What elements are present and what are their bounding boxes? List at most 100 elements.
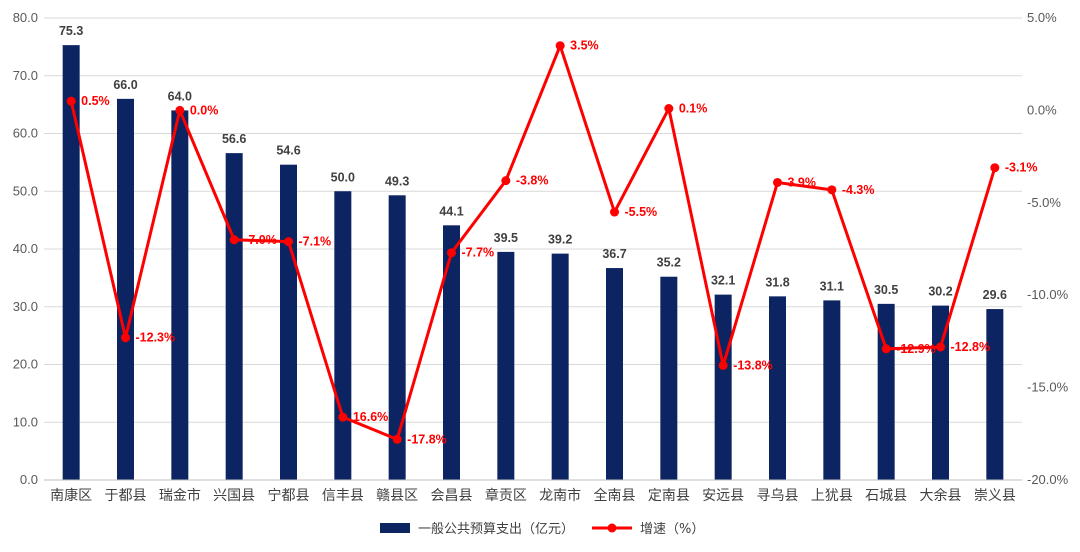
bar — [932, 305, 949, 480]
bar-series — [62, 45, 1004, 481]
bar — [443, 225, 460, 480]
growth-point — [284, 237, 293, 247]
bar-value-label: 31.8 — [765, 275, 789, 289]
x-tick-label: 崇义县 — [974, 488, 1016, 504]
x-tick-label: 宁都县 — [268, 487, 310, 504]
growth-value-label: -5.5% — [625, 205, 658, 219]
x-tick-label: 定南县 — [648, 488, 690, 504]
data-labels: 75.3 66.0 64.0 56.6 54.6 50.0 49.3 44.1 39.5 39.2… — [59, 24, 1037, 446]
bar-value-label: 44.1 — [439, 204, 463, 218]
bar-value-label: 36.7 — [602, 247, 626, 261]
growth-point — [664, 104, 674, 114]
x-tick-label: 信丰县 — [322, 488, 364, 504]
growth-point — [392, 434, 402, 444]
gridlines — [44, 17, 1022, 481]
bar — [171, 110, 189, 481]
x-tick-label: 于都县 — [105, 488, 147, 504]
y-left-tick-label: 10.0 — [13, 414, 38, 429]
y-right-tick-label: 0.0% — [1027, 102, 1057, 117]
growth-value-label: 0.1% — [679, 102, 708, 116]
y-left-tick-label: 70.0 — [13, 68, 38, 83]
growth-point — [447, 248, 456, 258]
x-tick-label: 大余县 — [920, 487, 962, 504]
bar — [62, 45, 80, 480]
growth-point — [175, 105, 185, 115]
bar-value-label: 64.0 — [168, 89, 192, 103]
growth-point — [936, 342, 945, 352]
growth-value-label: 3.5% — [570, 39, 599, 53]
bar-value-label: 30.2 — [928, 285, 952, 299]
x-tick-label: 赣县区 — [376, 488, 418, 504]
growth-value-label: 16.6% — [353, 410, 388, 424]
bar-value-label: 50.0 — [331, 170, 355, 184]
bar — [660, 276, 678, 480]
y-right-tick-label: -5.0% — [1027, 195, 1061, 210]
y-left-tick-label: 30.0 — [13, 299, 38, 314]
x-tick-label: 会昌县 — [431, 488, 473, 504]
y-left-tick-label: 60.0 — [13, 126, 38, 141]
growth-point — [827, 185, 837, 195]
x-tick-label: 上犹县 — [811, 488, 853, 504]
x-tick-label: 寻乌县 — [757, 488, 799, 504]
bar-value-label: 31.1 — [820, 279, 844, 293]
bar-value-label: 29.6 — [983, 288, 1007, 302]
bar — [280, 164, 297, 480]
bar-value-label: 39.5 — [494, 231, 518, 245]
x-tick-label: 全南县 — [594, 487, 636, 504]
growth-value-label: -12.3% — [136, 331, 176, 345]
y-left-tick-label: 20.0 — [13, 357, 38, 372]
legend: 一般公共预算支出（亿元） 增速（%） — [380, 521, 704, 537]
growth-value-label: -12.8% — [951, 340, 991, 354]
growth-point — [773, 177, 782, 187]
bar-value-label: 75.3 — [59, 24, 83, 38]
growth-point — [881, 344, 891, 354]
bar-value-label: 49.3 — [385, 174, 409, 188]
growth-point — [610, 207, 619, 217]
growth-point — [229, 235, 239, 245]
x-tick-label: 瑞金市 — [159, 487, 201, 504]
legend-bar-label: 一般公共预算支出（亿元） — [418, 521, 574, 537]
x-tick-label: 石城县 — [865, 488, 907, 504]
growth-line — [69, 44, 997, 441]
growth-point — [338, 412, 348, 422]
growth-value-label: -7.7% — [462, 246, 495, 260]
bar-value-label: 30.5 — [874, 283, 898, 297]
bar — [551, 253, 569, 480]
bar-value-label: 66.0 — [113, 78, 137, 92]
growth-point — [66, 96, 76, 106]
y-right-tick-label: 5.0% — [1027, 10, 1057, 25]
x-tick-label: 南康区 — [50, 487, 92, 504]
y-right-tick-label: -15.0% — [1027, 380, 1069, 395]
bar — [606, 268, 623, 480]
line-series — [66, 41, 1000, 444]
y-left-tick-label: 40.0 — [13, 241, 38, 256]
bar — [388, 195, 406, 481]
growth-value-label: 3.9% — [788, 175, 817, 189]
y-right-tick-label: -20.0% — [1027, 472, 1069, 487]
x-tick-label: 兴国县 — [213, 488, 255, 504]
bar — [497, 251, 515, 480]
axes: 0.0 10.0 20.0 30.0 40.0 50.0 60.0 70.0 80.0 -20.0… — [13, 10, 1069, 504]
growth-value-label: -7.0% — [244, 233, 277, 247]
growth-value-label: -17.8% — [407, 432, 447, 446]
bar — [823, 300, 841, 480]
y-left-tick-label: 80.0 — [13, 10, 38, 25]
growth-point — [121, 333, 130, 343]
bar — [986, 309, 1004, 480]
bar — [225, 153, 243, 480]
growth-point — [501, 176, 511, 186]
bar — [117, 98, 134, 480]
growth-value-label: -12.9% — [896, 342, 936, 356]
legend-line-marker — [607, 523, 617, 533]
bar-value-label: 32.1 — [711, 274, 735, 288]
bar — [769, 296, 786, 480]
y-left-tick-label: 50.0 — [13, 183, 38, 198]
bar — [334, 191, 352, 480]
growth-point — [555, 41, 565, 51]
growth-value-label: -4.3% — [842, 183, 875, 197]
growth-value-label: -3.1% — [1005, 161, 1038, 175]
growth-point — [718, 360, 728, 370]
growth-value-label: -3.8% — [516, 174, 549, 188]
